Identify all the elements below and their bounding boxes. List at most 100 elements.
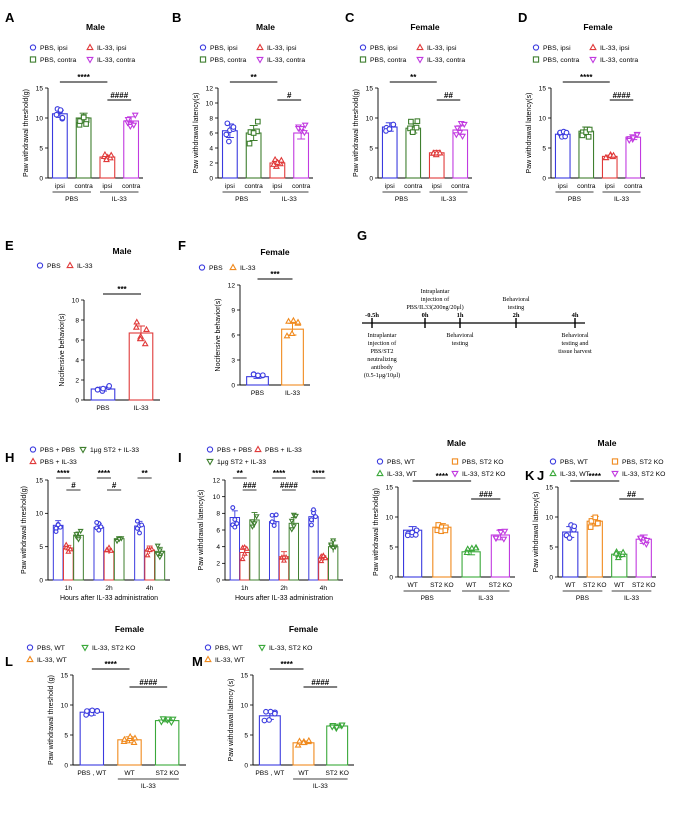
- data-point: [296, 737, 303, 744]
- panel-label: E: [5, 238, 14, 253]
- data-point: [497, 529, 505, 536]
- data-point: [101, 150, 109, 158]
- y-tick-label: 0: [542, 175, 546, 182]
- data-point: [241, 550, 248, 556]
- data-point: [463, 548, 471, 556]
- sig-label: #: [71, 481, 76, 490]
- x-tick-label: WT: [298, 770, 308, 777]
- data-point: [273, 512, 279, 518]
- x-tick-label: ipsi: [272, 183, 282, 190]
- y-axis-label: Paw withdrawal latency (s): [228, 679, 235, 762]
- data-point: [409, 129, 416, 136]
- data-point: [308, 522, 314, 528]
- bar: [128, 332, 154, 401]
- data-point: [137, 530, 142, 536]
- data-point: [254, 118, 261, 125]
- y-tick-label: 6: [231, 332, 235, 339]
- data-point: [156, 548, 163, 554]
- timeline-note: Behavioral: [446, 332, 473, 339]
- data-point: [84, 708, 90, 714]
- panel-title: Male: [447, 438, 466, 448]
- y-tick-label: 5: [369, 145, 373, 152]
- data-point: [313, 514, 319, 520]
- panel-label: C: [345, 10, 355, 25]
- y-tick-label: 12: [206, 85, 214, 92]
- group-label: IL-33: [282, 196, 297, 203]
- legend-label: PBS, ipsi: [543, 45, 571, 52]
- data-point: [501, 528, 509, 535]
- legend-label: IL-33, contra: [267, 57, 305, 64]
- data-point: [94, 520, 100, 525]
- legend-marker: [359, 44, 367, 51]
- data-point: [223, 131, 230, 138]
- data-point: [73, 532, 80, 538]
- data-point: [269, 519, 275, 525]
- x-tick-label: 4h: [320, 585, 328, 592]
- legend-marker: [36, 262, 44, 269]
- legend-marker: [589, 43, 597, 51]
- x-tick-label: IL-33: [285, 390, 300, 397]
- data-point: [154, 551, 161, 558]
- data-point: [305, 736, 313, 744]
- bar: [113, 538, 125, 581]
- x-tick-label: 1h: [241, 585, 249, 592]
- data-point: [610, 151, 617, 158]
- bar: [554, 133, 571, 179]
- data-point: [98, 524, 104, 530]
- data-point: [643, 537, 651, 545]
- data-point: [571, 523, 578, 530]
- legend-marker: [29, 44, 37, 51]
- panel-title: Female: [410, 22, 440, 32]
- data-point: [566, 535, 573, 541]
- data-point: [300, 738, 308, 745]
- timeline-note: injection of: [421, 296, 450, 303]
- sig-label: #: [287, 91, 292, 100]
- x-tick-label: WT: [466, 582, 476, 589]
- legend-label: PBS, contra: [40, 57, 76, 64]
- legend-label: IL-33, contra: [427, 57, 465, 64]
- group-label: IL-33: [478, 595, 493, 602]
- timeline-note: tissue harvest: [558, 348, 592, 355]
- legend-marker: [26, 655, 34, 663]
- x-tick-label: ipsi: [55, 183, 65, 190]
- legend-label: PBS, WT: [37, 645, 65, 652]
- data-point: [230, 505, 236, 511]
- x-tick-label: ST2 KO: [430, 582, 453, 589]
- data-point: [106, 383, 113, 389]
- legend-marker: [416, 56, 424, 64]
- sig-label: #: [112, 481, 117, 490]
- data-point: [328, 724, 336, 731]
- legend-label: PBS, WT: [560, 459, 588, 466]
- data-point: [442, 527, 449, 534]
- panel-j: J Male PBS, WT PBS, ST2 KO IL-33, WT IL-33, S…: [373, 438, 544, 602]
- panel-label: D: [518, 10, 527, 25]
- legend-label: PBS, ipsi: [370, 45, 398, 52]
- legend-marker: [549, 458, 557, 465]
- legend-label: IL-33, contra: [97, 57, 135, 64]
- data-point: [280, 553, 288, 560]
- data-point: [453, 125, 461, 132]
- data-point: [261, 717, 268, 724]
- data-point: [629, 135, 637, 142]
- data-point: [120, 735, 128, 742]
- panel-k: K Male PBS, WT PBS, ST2 KO IL-33, WT IL-33, S…: [525, 438, 665, 602]
- legend-marker: [29, 446, 37, 453]
- panel-label: J: [537, 468, 544, 483]
- x-tick-label: IL-33: [133, 405, 148, 412]
- y-axis-label: Paw withdrawal latency(s): [193, 93, 200, 174]
- data-point: [308, 517, 314, 523]
- legend-marker: [204, 655, 212, 663]
- timeline-time-label: 4h: [572, 312, 579, 319]
- y-axis-label: Paw withdrawal latency(s): [526, 93, 533, 174]
- data-point: [588, 518, 595, 524]
- x-tick-label: contra: [292, 183, 311, 190]
- timeline-time-label: 0h: [422, 312, 429, 319]
- y-tick-label: 15: [539, 85, 547, 92]
- data-point: [330, 545, 337, 552]
- y-axis-label: Paw withdrawal latency(s): [198, 490, 205, 571]
- x-tick-label: contra: [451, 183, 470, 190]
- legend-marker: [256, 43, 264, 51]
- x-tick-label: 2h: [280, 585, 288, 592]
- data-point: [288, 527, 295, 533]
- data-point: [131, 734, 139, 741]
